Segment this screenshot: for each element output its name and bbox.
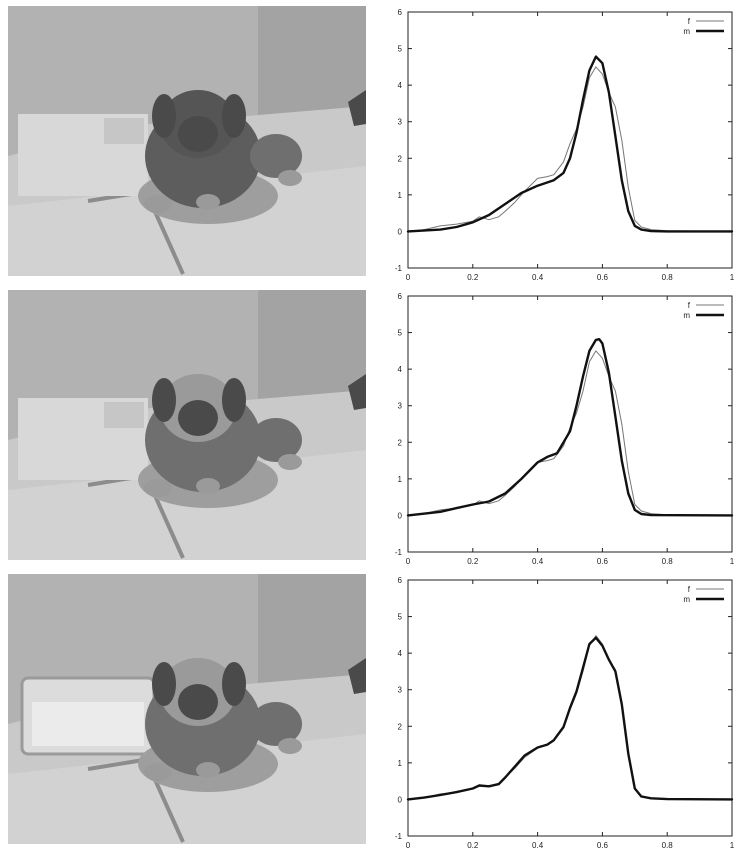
y-tick-label: 6 bbox=[398, 576, 403, 585]
x-tick-label: 1 bbox=[730, 557, 735, 566]
puppy-photo-1 bbox=[8, 6, 366, 276]
legend-label-f: f bbox=[688, 301, 691, 310]
x-tick-label: 0.8 bbox=[662, 273, 674, 282]
series-line-m bbox=[406, 338, 734, 517]
y-tick-label: 2 bbox=[398, 154, 403, 163]
plot-frame bbox=[407, 11, 733, 269]
y-tick-label: 4 bbox=[398, 649, 403, 658]
puppy-photo-graphic bbox=[8, 574, 366, 844]
y-tick-label: 3 bbox=[398, 118, 403, 127]
puppy-photo-graphic bbox=[8, 6, 366, 276]
legend-label-f: f bbox=[688, 585, 691, 594]
x-tick-label: 1 bbox=[730, 841, 735, 850]
y-tick-label: -1 bbox=[395, 548, 403, 557]
y-tick-label: -1 bbox=[395, 832, 403, 841]
y-tick-label: 1 bbox=[398, 475, 403, 484]
x-tick-label: 0.8 bbox=[662, 841, 674, 850]
y-tick-label: 1 bbox=[398, 759, 403, 768]
plot-frame bbox=[407, 579, 733, 837]
x-tick-label: 0 bbox=[406, 273, 411, 282]
puppy-photo-graphic bbox=[8, 290, 366, 560]
y-tick-label: 4 bbox=[398, 365, 403, 374]
x-tick-label: 0.2 bbox=[467, 273, 479, 282]
y-tick-label: 2 bbox=[398, 438, 403, 447]
series-line-f bbox=[407, 66, 733, 232]
y-tick-label: 6 bbox=[398, 8, 403, 17]
y-tick-label: 5 bbox=[398, 613, 403, 622]
x-tick-label: 1 bbox=[730, 273, 735, 282]
x-tick-label: 0.8 bbox=[662, 557, 674, 566]
x-tick-label: 0.4 bbox=[532, 273, 544, 282]
series-line-m bbox=[406, 636, 734, 801]
puppy-photo-2 bbox=[8, 290, 366, 560]
y-tick-label: 5 bbox=[398, 45, 403, 54]
y-tick-label: 5 bbox=[398, 329, 403, 338]
y-tick-label: 0 bbox=[398, 227, 403, 236]
y-tick-label: 3 bbox=[398, 402, 403, 411]
y-tick-label: 6 bbox=[398, 292, 403, 301]
x-tick-label: 0.6 bbox=[597, 273, 609, 282]
legend-label-m: m bbox=[683, 27, 690, 36]
y-tick-label: 3 bbox=[398, 686, 403, 695]
x-tick-label: 0 bbox=[406, 841, 411, 850]
plot-frame bbox=[407, 295, 733, 553]
density-chart-1: 0 0.2 0.4 0.6 0.8 1 -1 0 1 2 3 4 5 6 f m bbox=[376, 4, 746, 286]
y-tick-label: 0 bbox=[398, 511, 403, 520]
legend-label-m: m bbox=[683, 311, 690, 320]
y-tick-label: 4 bbox=[398, 81, 403, 90]
y-tick-label: 2 bbox=[398, 722, 403, 731]
y-tick-label: 0 bbox=[398, 795, 403, 804]
x-tick-label: 0.6 bbox=[597, 557, 609, 566]
series-line-m bbox=[406, 55, 734, 233]
x-tick-label: 0.4 bbox=[532, 841, 544, 850]
legend-label-m: m bbox=[683, 595, 690, 604]
puppy-photo-3 bbox=[8, 574, 366, 844]
density-chart-2: 0 0.2 0.4 0.6 0.8 1 -1 0 1 2 3 4 5 6 f m bbox=[376, 288, 746, 570]
x-tick-label: 0.2 bbox=[467, 557, 479, 566]
x-tick-label: 0.6 bbox=[597, 841, 609, 850]
y-tick-label: -1 bbox=[395, 264, 403, 273]
legend-label-f: f bbox=[688, 17, 691, 26]
x-tick-label: 0.4 bbox=[532, 557, 544, 566]
x-tick-label: 0.2 bbox=[467, 841, 479, 850]
x-tick-label: 0 bbox=[406, 557, 411, 566]
density-chart-3: 0 0.2 0.4 0.6 0.8 1 -1 0 1 2 3 4 5 6 f m bbox=[376, 572, 746, 854]
series-line-f bbox=[407, 635, 733, 800]
y-tick-label: 1 bbox=[398, 191, 403, 200]
